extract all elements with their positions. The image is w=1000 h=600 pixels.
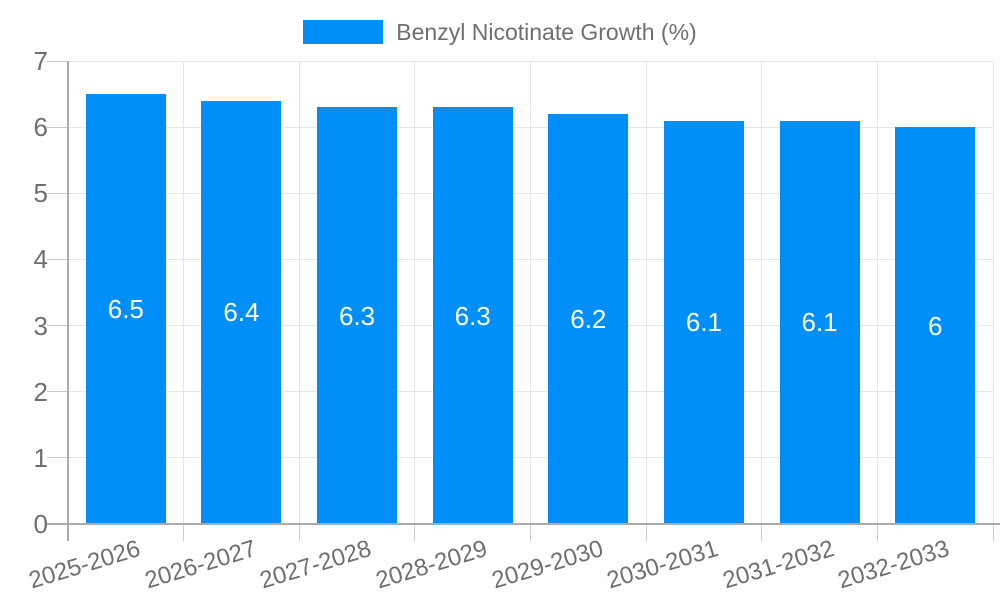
bar-value-label: 6.3 (454, 300, 491, 331)
y-axis-tick (47, 258, 68, 260)
x-axis-label: 2025-2026 (25, 535, 144, 595)
v-gridline (761, 61, 763, 524)
y-axis-tick (47, 325, 68, 327)
v-gridline (645, 61, 647, 524)
x-axis-label: 2031-2032 (719, 535, 838, 595)
y-axis-tick (47, 192, 68, 194)
y-axis-label: 1 (33, 442, 48, 473)
bar[interactable] (432, 107, 513, 524)
y-axis-tick (47, 60, 68, 62)
bar-value-label: 6.1 (801, 307, 838, 338)
x-axis-line (47, 523, 1000, 525)
y-axis-label: 3 (33, 310, 48, 341)
bar-value-label: 6.5 (107, 294, 144, 325)
legend-swatch (303, 20, 384, 44)
y-axis-label: 0 (33, 509, 48, 539)
y-axis-label: 6 (33, 112, 48, 143)
y-axis-label: 2 (33, 376, 48, 407)
v-gridline (298, 61, 300, 524)
bar-value-label: 6.4 (223, 297, 260, 328)
y-axis-line (67, 61, 69, 541)
x-axis-tick (530, 524, 531, 541)
v-gridline (530, 61, 531, 524)
x-axis-label: 2032-2033 (835, 535, 953, 595)
bar[interactable] (779, 120, 860, 524)
x-axis-label: 2026-2027 (141, 535, 260, 595)
x-axis-tick (876, 524, 878, 541)
bar[interactable] (895, 127, 976, 524)
x-axis-tick (298, 524, 300, 541)
x-axis-label: 2028-2029 (372, 535, 491, 595)
x-axis-tick (414, 524, 416, 541)
v-gridline (183, 61, 185, 524)
x-axis-label: 2027-2028 (257, 535, 375, 595)
y-axis-tick (47, 457, 68, 459)
y-axis-label: 4 (33, 244, 48, 275)
legend-label: Benzyl Nicotinate Growth (%) (396, 19, 697, 45)
bar[interactable] (201, 100, 282, 524)
v-gridline (992, 61, 994, 524)
bar[interactable] (85, 94, 166, 524)
legend[interactable]: Benzyl Nicotinate Growth (%) (0, 19, 1000, 45)
bar[interactable] (317, 107, 398, 524)
v-gridline (876, 61, 878, 524)
y-axis-tick (47, 391, 68, 393)
x-axis-tick (183, 524, 185, 541)
bar[interactable] (663, 120, 744, 524)
y-axis-label: 5 (33, 178, 48, 209)
x-axis-tick (645, 524, 647, 541)
y-axis-label: 7 (33, 46, 48, 76)
v-gridline (414, 61, 416, 524)
x-axis-tick (992, 524, 994, 541)
x-axis-tick (761, 524, 763, 541)
bar-value-label: 6.1 (685, 307, 723, 338)
bar-value-label: 6 (927, 310, 943, 341)
x-axis-label: 2030-2031 (603, 535, 722, 595)
x-axis-label: 2029-2030 (488, 535, 606, 595)
y-axis-tick (47, 126, 68, 128)
bar[interactable] (548, 113, 629, 524)
bar-value-label: 6.2 (570, 303, 607, 334)
bar-value-label: 6.3 (338, 300, 376, 331)
